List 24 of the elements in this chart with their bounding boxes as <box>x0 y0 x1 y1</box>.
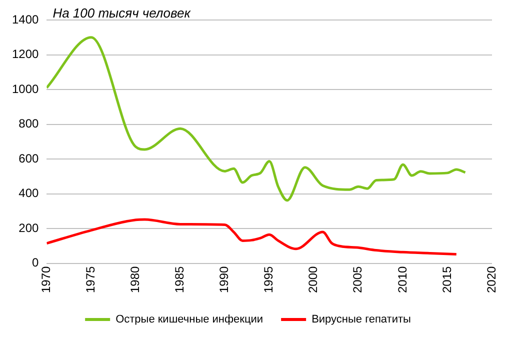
legend-label: Острые кишечные инфекции <box>116 314 264 326</box>
y-tick-label: 400 <box>18 186 40 200</box>
line-series <box>46 36 467 202</box>
x-tick-label: 2005 <box>350 266 365 294</box>
x-tick-label: 1970 <box>39 266 54 294</box>
x-tick-label: 2015 <box>440 266 454 294</box>
y-tick-label: 1000 <box>12 82 40 96</box>
line-series <box>46 218 458 256</box>
y-tick-label: 200 <box>18 220 40 235</box>
y-tick-label: 1200 <box>12 47 40 62</box>
x-tick-label: 1980 <box>128 266 142 294</box>
x-tick-label: 2000 <box>306 266 320 294</box>
chart-title: На 100 тысяч человек <box>52 6 192 21</box>
x-tick-label: 2010 <box>395 266 410 294</box>
legend-label: Вирусные гепатиты <box>312 314 412 326</box>
y-tick-label: 0 <box>32 256 40 270</box>
y-tick-label: 1400 <box>12 12 40 26</box>
x-tick-label: 1975 <box>84 266 98 294</box>
x-tick-label: 1985 <box>172 266 187 294</box>
x-tick-label: 1995 <box>262 266 276 294</box>
x-tick-label: 2020 <box>484 266 498 294</box>
x-tick-label: 1990 <box>217 266 232 294</box>
y-tick-label: 600 <box>18 151 40 166</box>
y-tick-label: 800 <box>18 116 40 131</box>
